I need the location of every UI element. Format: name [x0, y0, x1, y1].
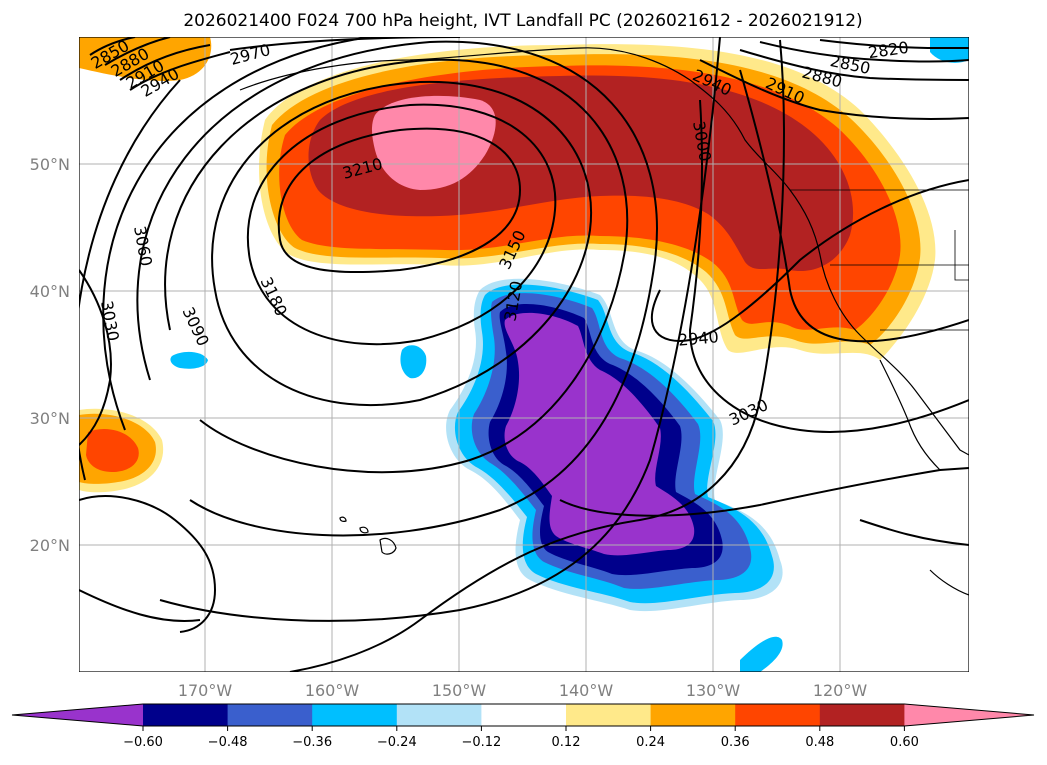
lon-label-140w: 140°W: [559, 681, 614, 700]
shade-neg-0-60: [504, 312, 695, 556]
contour-3090: [136, 40, 658, 537]
colorbar-tick-label: −0.48: [208, 735, 248, 750]
colorbar: −0.60 −0.48 −0.36 −0.24 −0.12 0.12 0.24 0.36 0.4…: [11, 703, 1035, 750]
colorbar-tick-label: −0.24: [377, 735, 417, 750]
colorbar-segment: [227, 704, 313, 726]
colorbar-tick-label: −0.36: [292, 735, 332, 750]
graticule: [79, 37, 969, 672]
coastlines: [239, 47, 969, 596]
contour-2910: [119, 44, 969, 121]
colorbar-extend-high: [904, 704, 1034, 726]
colorbar-segment: [650, 704, 736, 726]
hawaii-1: [379, 537, 397, 555]
colorbar-tick-label: 0.60: [890, 735, 919, 750]
hawaii-3: [339, 516, 347, 522]
contour-3000: [79, 99, 969, 622]
contour-label: 2940: [677, 327, 719, 349]
lat-label-20: 20°N: [30, 536, 70, 555]
contour-2880: [104, 37, 969, 81]
colorbar-tick-label: 0.36: [721, 735, 750, 750]
contour-3120: [164, 58, 629, 474]
latitude-labels: 50°N 40°N 30°N 20°N: [30, 155, 70, 555]
colorbar-extend-low: [12, 704, 143, 726]
lat-label-30: 30°N: [30, 409, 70, 428]
contour-sw: [79, 495, 217, 633]
colorbar-segment: [566, 704, 652, 726]
colorbar-segment: [819, 704, 905, 726]
shade-small-sw-inner: [86, 428, 139, 472]
lat-label-40: 40°N: [30, 282, 70, 301]
shade-neg-small-3: [930, 37, 969, 63]
colorbar-segment: [143, 704, 229, 726]
mexico-coast: [929, 569, 969, 596]
state-borders: [790, 189, 969, 331]
colorbar-segment: [312, 704, 398, 726]
hawaii-2: [359, 526, 369, 534]
colorbar-tick-label: 0.24: [636, 735, 665, 750]
alaska-coast: [239, 47, 969, 456]
lon-label-150w: 150°W: [432, 681, 487, 700]
colorbar-segment: [396, 704, 482, 726]
lat-label-50: 50°N: [30, 155, 70, 174]
colorbar-tick-label: −0.12: [461, 735, 501, 750]
shade-neg-small-4: [740, 636, 783, 672]
contour-3060: [102, 37, 721, 622]
map-panel: 2850 2880 2910 2940 2970 2820 2850 2880 …: [79, 37, 969, 672]
lon-label-130w: 130°W: [686, 681, 741, 700]
shade-small-nw: [79, 37, 212, 81]
lon-label-160w: 160°W: [305, 681, 360, 700]
height-contours: [79, 37, 969, 672]
shade-neg-small-1: [400, 345, 427, 379]
colorbar-segment: [481, 704, 567, 726]
contour-3180: [246, 103, 557, 346]
colorbar-tick-label: 0.12: [552, 735, 581, 750]
colorbar-segment: [735, 704, 821, 726]
contour-se: [559, 467, 969, 517]
positive-ivt-shading: [79, 37, 936, 493]
contour-3150: [211, 80, 593, 407]
contour-west-edge: [79, 269, 112, 446]
lon-label-120w: 120°W: [813, 681, 868, 700]
contour-2940: [129, 51, 969, 342]
contour-2820: [819, 39, 969, 49]
map-title: 2026021400 F024 700 hPa height, IVT Land…: [183, 11, 862, 31]
longitude-labels: 170°W 160°W 150°W 140°W 130°W 120°W: [178, 681, 868, 700]
lon-label-170w: 170°W: [178, 681, 233, 700]
contour-2850: [89, 37, 969, 63]
colorbar-tick-label: 0.48: [805, 735, 834, 750]
shade-0-60: [371, 95, 496, 190]
shade-neg-small-2: [170, 351, 208, 369]
colorbar-tick-label: −0.60: [123, 735, 163, 750]
contour-se2: [859, 519, 969, 546]
contour-3210: [277, 127, 522, 274]
